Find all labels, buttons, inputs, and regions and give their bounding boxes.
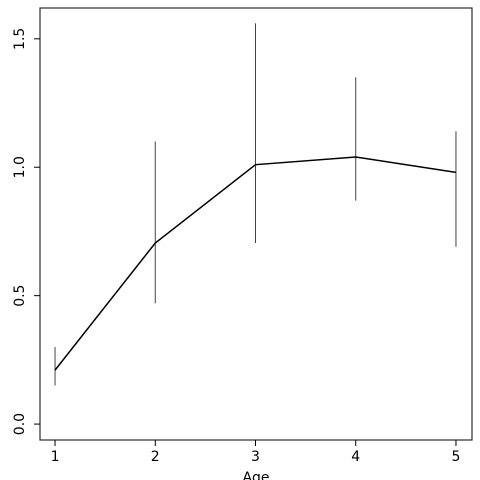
plot-frame [39,7,473,441]
x-tick-label: 4 [351,449,360,465]
data-line [54,156,457,371]
x-axis-label: Age [242,470,269,480]
y-tick-label: 1.0 [12,156,28,178]
y-tick-label: 0.0 [12,413,28,435]
x-tick-label: 5 [452,449,461,465]
y-tick-label: 1.5 [12,28,28,50]
y-tick-label: 0.5 [12,285,28,307]
x-tick-label: 1 [51,449,60,465]
x-tick-label: 3 [251,449,260,465]
x-tick-label: 2 [151,449,160,465]
